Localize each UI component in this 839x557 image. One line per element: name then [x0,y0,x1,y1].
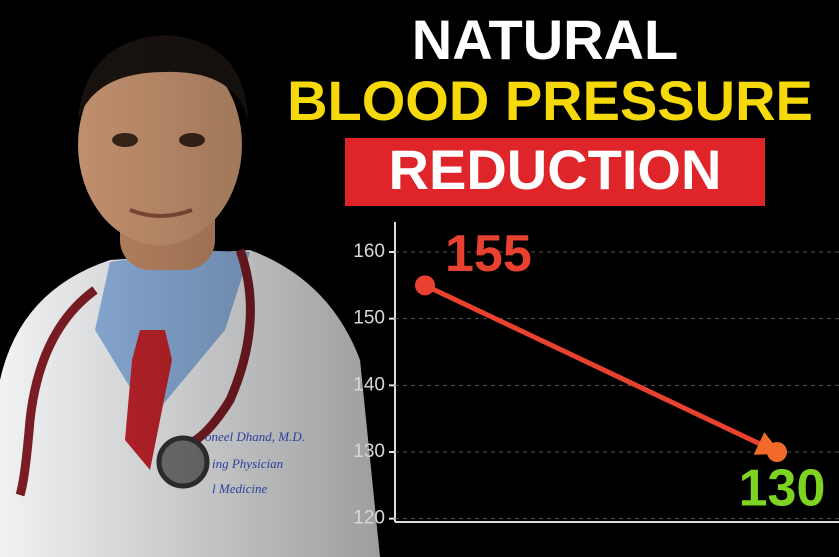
chart: 120 130 140 150 160 155 130 [353,222,839,529]
coat-text: ing Physician [212,456,283,471]
y-tick-label: 150 [353,308,385,329]
doctor-photo: oneel Dhand, M.D. ing Physician l Medici… [0,0,380,557]
trend-line [423,283,782,455]
title-line: BLOOD PRESSURE [287,69,813,132]
value-label: 155 [445,225,532,283]
value-label: 130 [739,460,826,518]
coat-text: l Medicine [212,481,267,496]
data-point [415,275,435,296]
y-tick-label: 120 [353,508,385,529]
y-tick-label: 130 [353,441,385,462]
title-highlight [345,138,765,206]
title-line: REDUCTION [389,138,722,201]
coat-text: oneel Dhand, M.D. [205,429,305,444]
title-line: NATURAL [412,8,678,71]
y-tick-label: 140 [353,374,385,395]
data-point [767,442,787,462]
y-tick-label: 160 [353,241,385,262]
